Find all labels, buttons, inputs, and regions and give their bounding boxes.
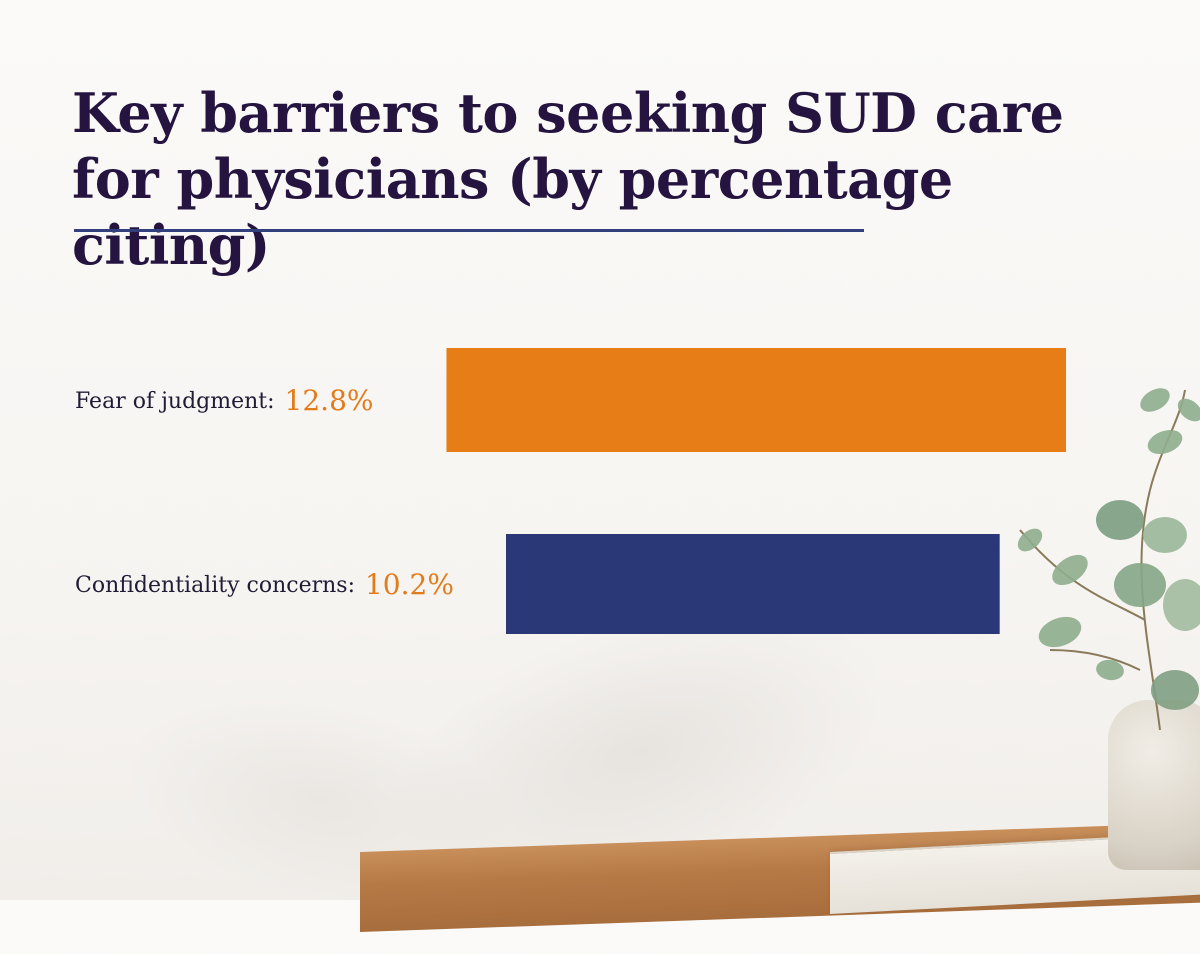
chart-title: Key barriers to seeking SUD care for phy… [72, 81, 1064, 277]
value-label: 12.8% [285, 384, 374, 417]
bar-row: Confidentiality concerns: 10.2% [75, 534, 1000, 634]
bar-chart: Fear of judgment: 12.8% Confidentiality co… [75, 348, 1067, 634]
plant-icon [1017, 388, 1200, 730]
vase-icon [1108, 700, 1200, 870]
bar [446, 348, 1067, 452]
title-underline [74, 229, 864, 232]
category-label: Fear of judgment: [75, 389, 275, 414]
value-label: 10.2% [365, 568, 454, 601]
category-label: Confidentiality concerns: [75, 573, 355, 598]
bar [506, 534, 1000, 634]
bar-row: Fear of judgment: 12.8% [75, 348, 1067, 452]
